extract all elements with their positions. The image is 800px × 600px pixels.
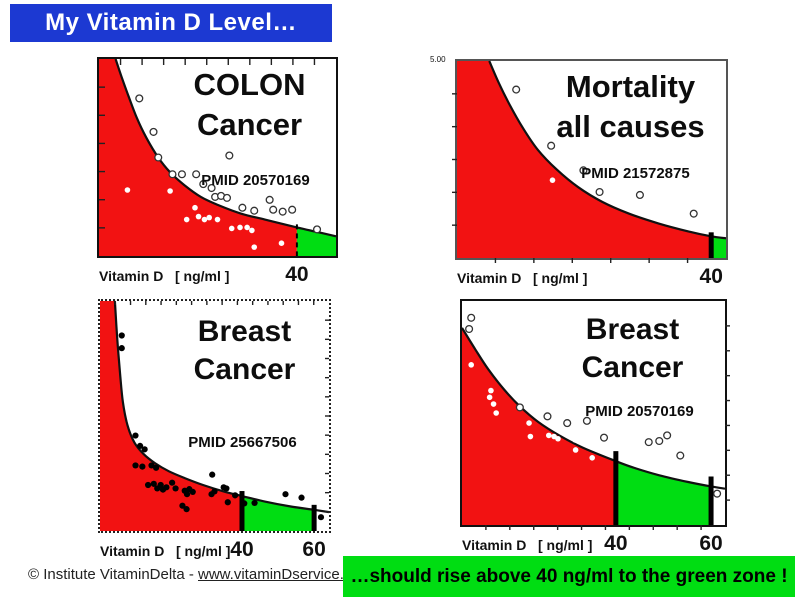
colon-pmid-label: PMID 20570169	[201, 172, 310, 189]
breast1-chart-title: Breast Cancer	[164, 313, 325, 390]
chart-mortality: 5.00 Mortality all causes PMID 21572875 …	[430, 55, 728, 293]
mortality-y-tick-label: 5.00	[430, 55, 446, 64]
breast2-x-axis: Vitamin D [ ng/ml ] 40 60	[460, 530, 727, 560]
breast2-x-axis-label: Vitamin D [ ng/ml ]	[462, 537, 593, 553]
colon-x-tick-40: 40	[285, 263, 309, 286]
mortality-pmid-label: PMID 21572875	[581, 165, 690, 182]
breast1-x-tick-40: 40	[230, 538, 254, 561]
chart-colon-cancer: COLON Cancer PMID 20570169 Vitamin D [ n…	[97, 57, 338, 291]
mortality-plot-area: 5.00 Mortality all causes PMID 21572875	[430, 55, 728, 263]
conclusion-text: …should rise above 40 ng/ml to the green…	[350, 565, 788, 587]
slide-title: My Vitamin D Level…	[45, 9, 297, 36]
title-banner: My Vitamin D Level…	[10, 4, 332, 42]
breast1-plot-area: Breast Cancer PMID 25667506	[98, 299, 331, 533]
breast2-x-tick-40: 40	[604, 532, 628, 555]
breast1-x-tick-60: 60	[302, 538, 326, 561]
footer: © Institute VitaminDelta - www.vitaminDs…	[28, 566, 372, 583]
mortality-x-tick-40: 40	[699, 265, 723, 288]
mortality-x-axis: Vitamin D [ ng/ml ] 40	[455, 263, 728, 293]
colon-x-axis-label: Vitamin D [ ng/ml ]	[99, 268, 230, 284]
mortality-chart-title: Mortality all causes	[533, 67, 728, 146]
mortality-x-axis-label: Vitamin D [ ng/ml ]	[457, 270, 588, 286]
chart-breast-cancer-study1: Breast Cancer PMID 25667506 Vitamin D [ …	[98, 299, 331, 566]
conclusion-banner: …should rise above 40 ng/ml to the green…	[343, 556, 795, 597]
mortality-title-line2: all causes	[556, 108, 705, 144]
breast2-pmid-label: PMID 20570169	[585, 403, 694, 420]
breast2-x-tick-60: 60	[699, 532, 723, 555]
colon-plot-area: COLON Cancer PMID 20570169	[97, 57, 338, 258]
copyright-text: © Institute VitaminDelta -	[28, 566, 199, 583]
breast1-title-line2: Cancer	[193, 353, 296, 387]
chart-breast-cancer-study2: Breast Cancer PMID 20570169 Vitamin D [ …	[460, 299, 730, 560]
website-link[interactable]: www.vitaminDservice.com	[198, 566, 373, 583]
colon-x-axis: Vitamin D [ ng/ml ] 40	[97, 261, 338, 291]
breast2-chart-title: Breast Cancer	[538, 311, 727, 388]
breast2-title-line1: Breast	[585, 313, 680, 346]
breast2-title-line2: Cancer	[581, 351, 684, 385]
breast1-pmid-label: PMID 25667506	[188, 434, 297, 451]
mortality-title-line1: Mortality	[565, 69, 696, 104]
colon-chart-title: COLON Cancer	[165, 65, 334, 144]
breast2-plot-area: Breast Cancer PMID 20570169	[460, 299, 730, 530]
breast1-x-axis-label: Vitamin D [ ng/ml ]	[100, 543, 231, 559]
breast1-x-axis: Vitamin D [ ng/ml ] 40 60	[98, 536, 331, 566]
colon-title-line1: COLON	[193, 67, 306, 102]
breast1-title-line1: Breast	[197, 315, 292, 348]
colon-title-line2: Cancer	[196, 106, 303, 142]
